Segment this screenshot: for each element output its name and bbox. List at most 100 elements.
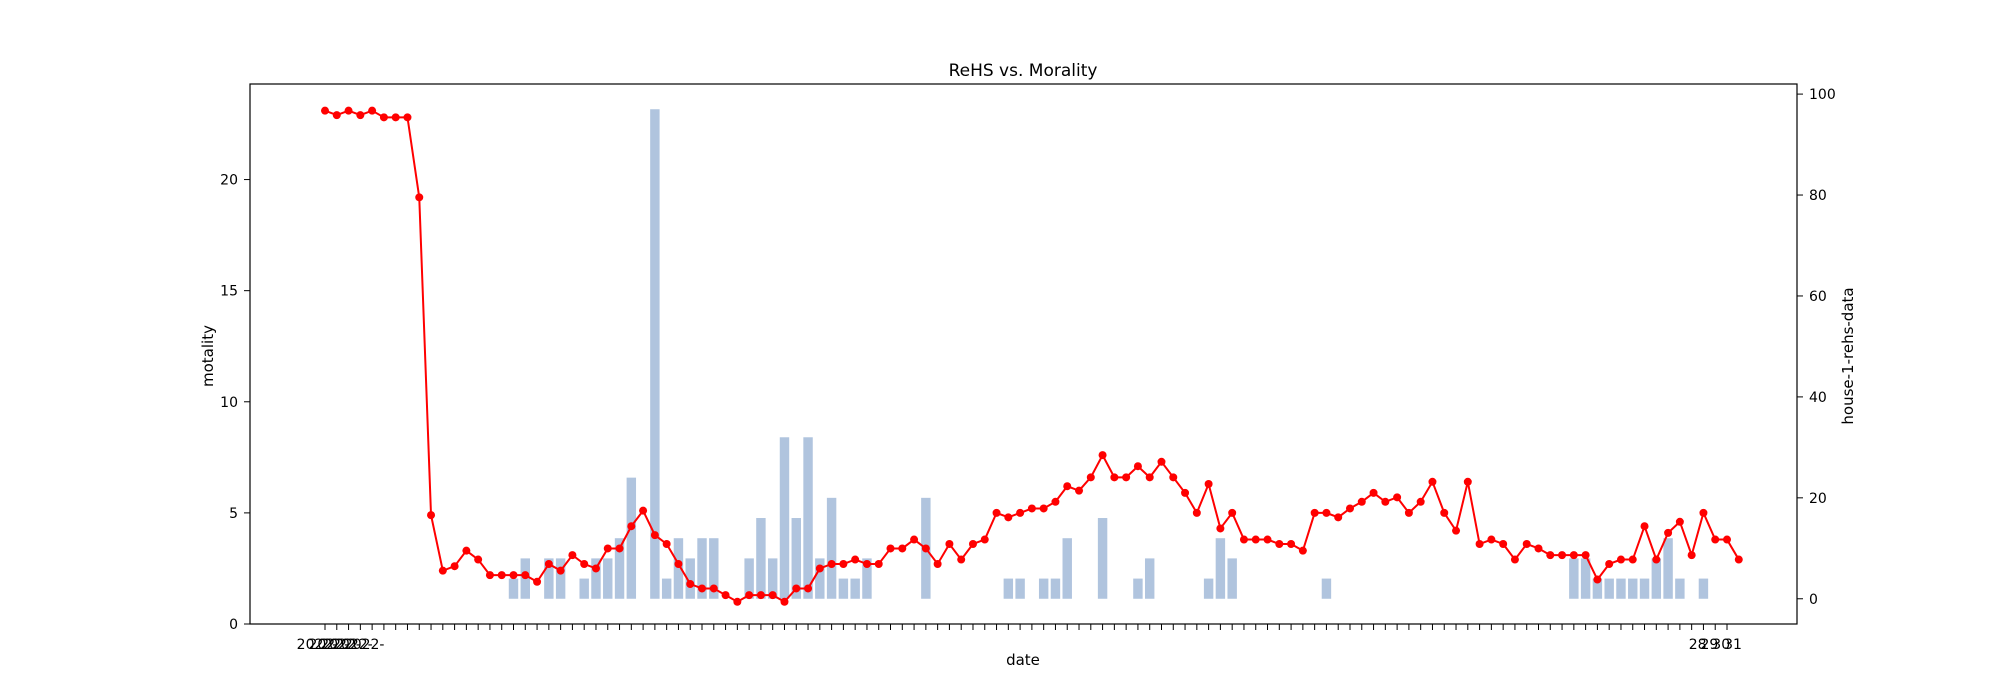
line-point <box>1086 473 1095 482</box>
bar <box>1003 578 1014 599</box>
bar <box>767 558 778 599</box>
line-point <box>521 571 530 580</box>
bar <box>791 518 801 599</box>
bar <box>1580 558 1591 599</box>
line-point <box>815 564 824 573</box>
bar <box>614 538 625 599</box>
line-point <box>1687 551 1696 560</box>
bar <box>661 578 672 599</box>
line-point <box>1558 551 1567 560</box>
line-point <box>780 597 789 606</box>
line-point <box>898 544 907 553</box>
line-point <box>1711 535 1720 544</box>
bar <box>650 109 660 599</box>
line-point <box>1699 508 1708 517</box>
line-point <box>1499 540 1508 548</box>
line-point <box>544 560 553 568</box>
bar <box>1133 578 1143 599</box>
bar <box>815 558 825 599</box>
line-point <box>1345 504 1354 513</box>
bar <box>1698 578 1709 599</box>
y-right-tick-label: 0 <box>1809 592 1818 608</box>
bar <box>508 578 519 599</box>
line-point <box>768 591 777 600</box>
x-tick-label: 31 <box>1724 637 1742 653</box>
bar <box>1321 578 1332 599</box>
line-point <box>1263 535 1272 544</box>
line-point <box>1593 575 1602 584</box>
line-point <box>627 522 636 531</box>
y-right-tick-label: 40 <box>1809 390 1827 406</box>
line-point <box>992 508 1001 517</box>
line-point <box>698 584 707 593</box>
line-point <box>332 111 341 120</box>
y-left-tick-label: 15 <box>220 284 238 300</box>
line-point <box>674 560 683 568</box>
line-point <box>1416 497 1425 506</box>
y-right-tick-label: 80 <box>1809 188 1827 204</box>
x-tick-label: 2022- <box>297 637 338 653</box>
bar <box>1651 558 1662 599</box>
line-point <box>1051 497 1060 506</box>
bar <box>673 538 684 599</box>
line-point <box>709 584 718 593</box>
bar <box>779 437 790 599</box>
line-point <box>591 564 600 573</box>
line-point <box>603 544 612 553</box>
line-point <box>1063 482 1072 491</box>
line-point <box>957 555 966 564</box>
y-right-tick-label: 100 <box>1809 87 1836 103</box>
line-point <box>438 566 447 575</box>
line-point <box>1016 508 1025 517</box>
line-point <box>1181 488 1190 497</box>
line-layer <box>321 106 1743 606</box>
line-point <box>1640 522 1649 531</box>
line-point <box>686 580 695 588</box>
line-point <box>1357 497 1366 506</box>
x-tick-label: 30 <box>1712 637 1730 653</box>
line-point <box>862 560 871 568</box>
bar <box>1663 538 1673 599</box>
line-point <box>509 571 518 580</box>
bar <box>1015 578 1025 599</box>
line-point <box>745 591 754 600</box>
x-tick-label: 2022- <box>320 637 361 653</box>
line-point <box>1581 551 1590 560</box>
bar <box>1062 538 1072 599</box>
bar <box>1569 558 1579 599</box>
line-point <box>1734 555 1743 564</box>
line-point <box>1322 508 1331 517</box>
bar <box>1604 578 1614 599</box>
bar <box>838 578 849 599</box>
line-point <box>1251 535 1260 544</box>
line-point <box>427 511 436 520</box>
bar <box>685 558 695 599</box>
y-right-tick-label: 60 <box>1809 289 1827 305</box>
line-point <box>839 560 848 568</box>
bar <box>756 518 766 599</box>
line-point <box>1157 457 1166 466</box>
line-point <box>1027 504 1036 513</box>
line-point <box>851 555 860 564</box>
line-point <box>980 535 989 544</box>
line-point <box>403 113 412 122</box>
line-point <box>356 111 365 120</box>
line-point <box>1192 508 1201 517</box>
bar <box>1592 578 1603 599</box>
x-axis-title: date <box>1006 651 1040 669</box>
bar <box>626 477 637 599</box>
line-point <box>1004 513 1013 522</box>
line-point <box>533 577 542 586</box>
line-point <box>485 571 494 580</box>
line-point <box>1628 555 1637 564</box>
line-point <box>497 571 506 580</box>
line-point <box>662 540 671 548</box>
line-point <box>368 106 377 115</box>
x-tick-label: 2022- <box>344 637 385 653</box>
y-left-tick-label: 10 <box>220 395 238 411</box>
bar <box>1038 578 1049 599</box>
y-axis-left-title: motality <box>199 325 217 387</box>
line-point <box>1522 540 1531 548</box>
bar <box>544 558 554 599</box>
